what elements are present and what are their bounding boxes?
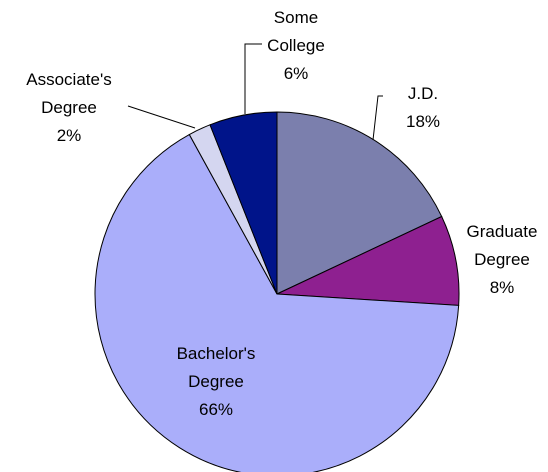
category-label: Graduate Degree	[466, 222, 538, 269]
leader-line	[244, 43, 262, 114]
slice-label: J.D. 18%	[373, 80, 473, 136]
slice-label: Associate's Degree 2%	[19, 66, 119, 150]
category-label: Associate's Degree	[26, 70, 112, 117]
category-label: J.D.	[407, 84, 439, 103]
value-label: 66%	[198, 400, 234, 419]
pie-slice	[209, 111, 278, 295]
pie-slice	[276, 111, 443, 295]
value-label: 2%	[56, 126, 82, 145]
category-label: Bachelor's Degree	[176, 344, 256, 391]
leader-line	[372, 95, 383, 141]
value-label: 18%	[405, 112, 441, 131]
slice-label: Bachelor's Degree 66%	[166, 340, 266, 424]
category-label: Some College	[267, 8, 325, 55]
pie-slice	[276, 215, 460, 306]
pie-slice	[94, 133, 460, 472]
slice-label: Some College 6%	[246, 4, 346, 88]
value-label: 8%	[489, 278, 515, 297]
value-label: 6%	[283, 64, 309, 83]
leader-line	[127, 105, 196, 129]
slice-label: Graduate Degree 8%	[452, 218, 548, 302]
